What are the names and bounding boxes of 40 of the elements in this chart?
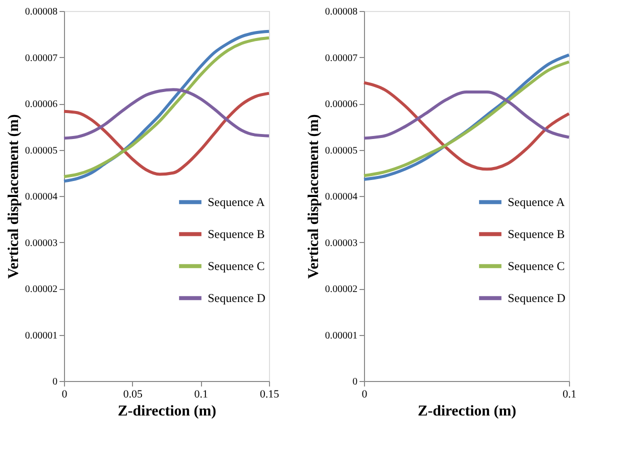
y-tick-label: 0.00005 — [325, 145, 358, 156]
x-tick-label: 0.1 — [194, 388, 208, 400]
y-tick-label: 0.00006 — [25, 99, 58, 110]
x-tick-label: 0.05 — [123, 388, 143, 400]
y-tick-label: 0.00006 — [325, 99, 358, 110]
legend-label: Sequence D — [508, 291, 566, 306]
y-tick-label: 0.00004 — [25, 192, 58, 202]
legend-label: Sequence A — [208, 195, 266, 210]
line-series — [362, 81, 570, 171]
y-tick-label: 0.00005 — [25, 145, 58, 156]
legend-label: Sequence B — [508, 227, 565, 242]
y-tick-label: 0.00008 — [325, 6, 358, 18]
y-tick-label: 0 — [352, 376, 358, 388]
y-tick-label: 0.00008 — [25, 6, 58, 18]
legend-label: Sequence D — [208, 291, 266, 306]
y-tick-label: 0 — [52, 376, 58, 388]
legend-label: Sequence A — [508, 195, 566, 210]
y-axis-title: Vertical displacement (m) — [306, 114, 322, 279]
x-tick-label: 0.1 — [562, 388, 576, 400]
x-axis-title: Z-direction (m) — [418, 404, 516, 420]
line-series — [62, 92, 270, 176]
x-axis-title: Z-direction (m) — [118, 404, 216, 420]
line-series — [62, 88, 270, 140]
y-tick-label: 0.00004 — [325, 192, 358, 202]
y-tick-label: 0.00003 — [25, 238, 58, 249]
line-series — [362, 90, 570, 140]
x-tick-label: 0.15 — [260, 388, 280, 400]
y-tick-label: 0.00002 — [325, 284, 358, 295]
y-tick-label: 0.00001 — [325, 330, 358, 342]
y-axis-title: Vertical displacement (m) — [6, 114, 22, 279]
y-tick-label: 0.00007 — [25, 52, 58, 64]
y-tick-label: 0.00002 — [25, 284, 58, 295]
legend-label: Sequence B — [208, 227, 265, 242]
x-tick-label: 0 — [62, 388, 68, 400]
y-tick-label: 0.00007 — [325, 52, 358, 64]
legend-label: Sequence C — [208, 259, 265, 274]
y-tick-label: 0.00003 — [325, 238, 358, 249]
y-tick-label: 0.00001 — [25, 330, 58, 342]
x-tick-label: 0 — [362, 388, 368, 400]
legend-label: Sequence C — [508, 259, 565, 274]
